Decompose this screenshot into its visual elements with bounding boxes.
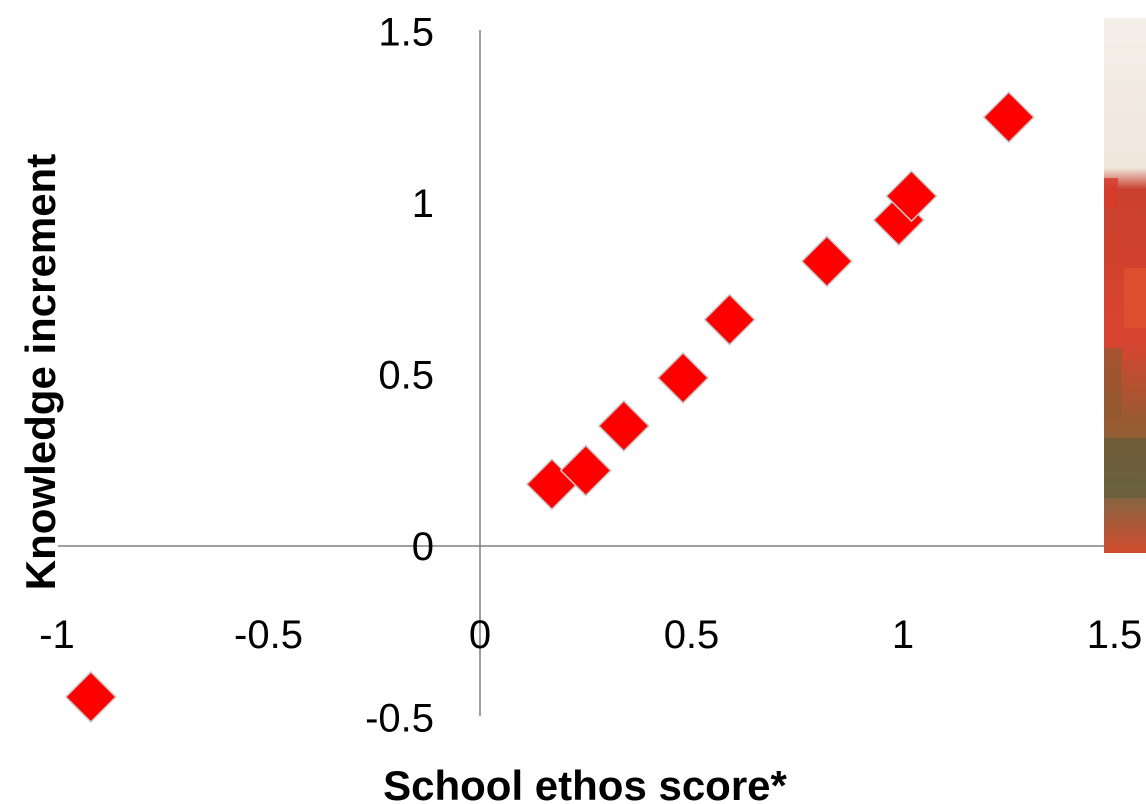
data-point	[64, 670, 117, 723]
data-points	[64, 91, 1035, 723]
x-tick-label: -1	[39, 613, 75, 657]
tick-labels: -1 -0.5 0 0.5 1 1.5 1.5 1 0.5 0 -0.5	[39, 11, 1142, 741]
data-point	[597, 399, 650, 453]
y-tick-label: -0.5	[365, 697, 434, 741]
data-point	[656, 351, 710, 404]
data-point	[559, 444, 612, 497]
photo-strip-icon	[1104, 18, 1146, 553]
y-tick-label: 1.5	[378, 11, 434, 55]
data-point	[982, 91, 1035, 144]
y-tick-label: 0.5	[378, 354, 434, 398]
data-point	[885, 170, 938, 223]
data-point	[703, 293, 756, 346]
data-point	[800, 235, 853, 288]
x-tick-label: -0.5	[234, 613, 303, 657]
y-tick-label: 0	[412, 525, 434, 569]
axes	[58, 30, 1104, 716]
y-tick-label: 1	[412, 182, 434, 226]
x-axis-title: School ethos score*	[383, 762, 787, 804]
x-tick-label: 1	[892, 613, 914, 657]
y-axis-title: Knowledge increment	[17, 154, 64, 590]
x-tick-label: 0.5	[664, 613, 720, 657]
x-tick-label: 0	[469, 613, 491, 657]
x-tick-label: 1.5	[1087, 613, 1143, 657]
